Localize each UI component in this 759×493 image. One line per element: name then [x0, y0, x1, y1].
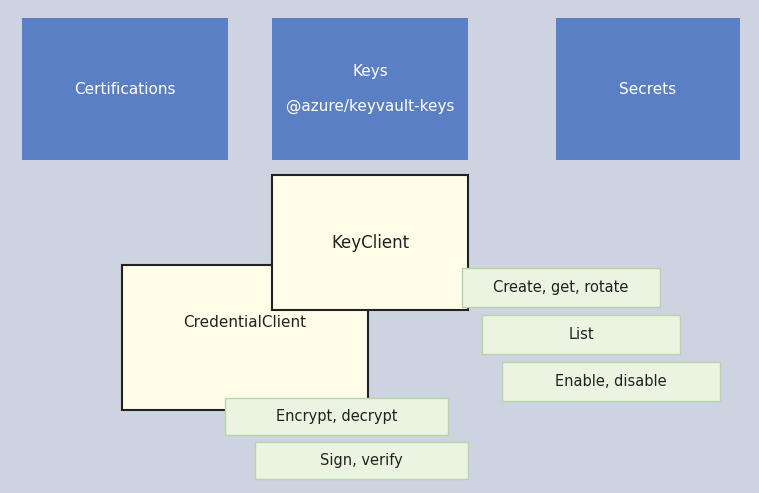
- Text: Secrets: Secrets: [619, 81, 676, 97]
- Bar: [272, 175, 468, 310]
- Text: Keys

@azure/keyvault-keys: Keys @azure/keyvault-keys: [285, 64, 454, 114]
- Text: Enable, disable: Enable, disable: [555, 374, 667, 389]
- Bar: [272, 18, 468, 160]
- Text: Certifications: Certifications: [74, 81, 176, 97]
- Text: Create, get, rotate: Create, get, rotate: [493, 280, 628, 295]
- Bar: [22, 18, 228, 160]
- Text: CredentialClient: CredentialClient: [184, 315, 307, 330]
- Text: KeyClient: KeyClient: [331, 234, 409, 251]
- Text: Encrypt, decrypt: Encrypt, decrypt: [276, 409, 397, 424]
- Bar: [462, 268, 660, 307]
- Text: List: List: [568, 327, 594, 342]
- Bar: [225, 398, 448, 435]
- Text: Sign, verify: Sign, verify: [320, 453, 403, 468]
- Bar: [502, 362, 720, 401]
- Bar: [556, 18, 740, 160]
- Bar: [122, 265, 368, 410]
- Bar: [255, 442, 468, 479]
- Bar: [482, 315, 680, 354]
